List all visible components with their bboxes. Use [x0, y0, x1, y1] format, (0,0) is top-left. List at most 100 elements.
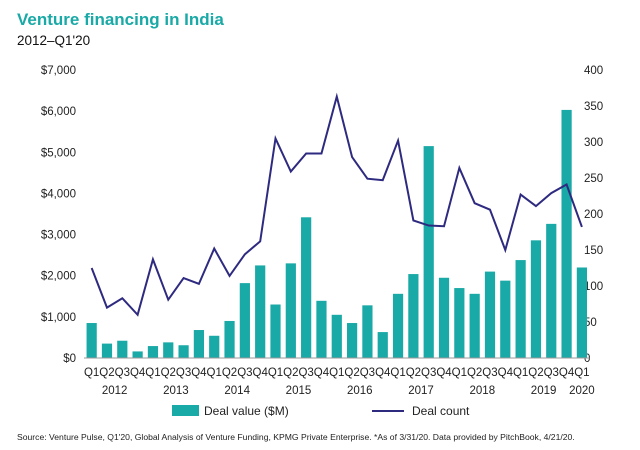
- deal-value-bar: [101, 343, 113, 358]
- left-y-tick-label: $6,000: [41, 106, 76, 118]
- deal-value-bar: [530, 240, 542, 358]
- quarter-tick-label: Q1: [268, 367, 283, 379]
- deal-value-bar: [576, 267, 587, 358]
- quarter-tick-label: Q3: [482, 367, 497, 379]
- deal-value-bar: [270, 304, 281, 358]
- left-y-tick-label: $3,000: [41, 230, 76, 242]
- quarter-tick-label: Q3: [544, 367, 559, 379]
- legend-swatch-deal-value: [172, 405, 199, 416]
- legend: Deal value ($M) Deal count: [172, 404, 470, 418]
- chart-title: Venture financing in India: [17, 10, 224, 29]
- deal-value-bar: [377, 332, 388, 358]
- x-axis-quarter-labels: Q1 Q2 Q3 Q4 Q1 Q2 Q3 Q4 Q1 Q2 Q3 Q4 Q1 Q2 Q3 Q4 Q1 Q2 Q3 Q4…: [84, 367, 590, 379]
- quarter-tick-label: Q1: [452, 367, 467, 379]
- quarter-tick-label: Q1: [390, 367, 405, 379]
- legend-label-deal-count: Deal count: [412, 404, 470, 418]
- deal-count-line: [90, 92, 583, 317]
- quarter-tick-label: Q4: [436, 367, 452, 379]
- right-y-tick-label: 0: [584, 353, 590, 365]
- deal-value-bar: [255, 265, 266, 358]
- quarter-tick-label: Q1: [329, 367, 344, 379]
- quarter-tick-label: Q3: [421, 367, 436, 379]
- left-y-axis: $0 $1,000 $2,000 $3,000 $4,000 $5,000 $6,000 $7…: [41, 65, 76, 365]
- deal-value-bar: [132, 351, 143, 358]
- deal-value-bar: [362, 305, 373, 358]
- right-y-tick-label: 350: [584, 101, 603, 113]
- quarter-tick-label: Q4: [130, 367, 146, 379]
- quarter-tick-label: Q1: [574, 367, 589, 379]
- quarter-tick-label: Q3: [360, 367, 375, 379]
- deal-value-bar: [285, 263, 296, 358]
- deal-value-bar: [117, 340, 128, 358]
- quarter-tick-label: Q2: [406, 367, 421, 379]
- right-y-tick-label: 400: [584, 65, 603, 77]
- left-y-tick-label: $0: [63, 353, 76, 365]
- year-tick-label: 2019: [531, 385, 557, 397]
- quarter-tick-label: Q2: [344, 367, 359, 379]
- deal-value-bar: [178, 345, 189, 358]
- left-y-tick-label: $2,000: [41, 271, 76, 283]
- quarter-tick-label: Q1: [513, 367, 528, 379]
- quarter-tick-label: Q1: [84, 367, 99, 379]
- right-y-axis: 0 50 100 150 200 250 300 350 400: [584, 65, 603, 365]
- right-y-tick-label: 200: [584, 209, 603, 221]
- year-tick-label: 2013: [163, 385, 189, 397]
- legend-label-deal-value: Deal value ($M): [204, 404, 289, 418]
- year-tick-label: 2020: [569, 385, 595, 397]
- deal-value-bar: [392, 293, 404, 358]
- year-tick-label: 2014: [224, 385, 250, 397]
- deal-value-bar: [546, 223, 557, 358]
- deal-value-bar: [454, 288, 465, 358]
- deal-value-bar: [147, 346, 159, 358]
- quarter-tick-label: Q1: [145, 367, 160, 379]
- x-axis-year-labels: 2012 2013 2014 2015 2016 2017 2018 2019 2020: [102, 385, 595, 397]
- source-note: Source: Venture Pulse, Q1'20, Global Ana…: [17, 432, 575, 442]
- right-y-tick-label: 100: [584, 281, 603, 293]
- left-y-tick-label: $4,000: [41, 188, 76, 200]
- right-y-tick-label: 250: [584, 173, 603, 185]
- deal-value-bars: [86, 109, 587, 358]
- right-y-tick-label: 50: [584, 317, 597, 329]
- deal-value-bar: [239, 283, 250, 358]
- deal-value-bar: [86, 323, 97, 358]
- quarter-tick-label: Q1: [207, 367, 222, 379]
- deal-value-bar: [224, 320, 235, 358]
- deal-value-bar: [316, 300, 327, 358]
- quarter-tick-label: Q4: [375, 367, 391, 379]
- quarter-tick-label: Q2: [467, 367, 482, 379]
- deal-value-bar: [163, 342, 174, 358]
- quarter-tick-label: Q3: [115, 367, 130, 379]
- year-tick-label: 2015: [286, 385, 312, 397]
- quarter-tick-label: Q4: [253, 367, 269, 379]
- deal-value-bar: [209, 335, 220, 358]
- deal-value-bar: [193, 330, 204, 358]
- quarter-tick-label: Q4: [191, 367, 207, 379]
- year-tick-label: 2017: [408, 385, 434, 397]
- quarter-tick-label: Q2: [283, 367, 298, 379]
- year-tick-label: 2018: [470, 385, 496, 397]
- quarter-tick-label: Q3: [237, 367, 252, 379]
- quarter-tick-label: Q2: [99, 367, 114, 379]
- deal-value-bar: [331, 314, 342, 358]
- deal-value-bar: [408, 274, 419, 358]
- year-tick-label: 2012: [102, 385, 128, 397]
- deal-value-bar: [484, 271, 496, 358]
- left-y-tick-label: $5,000: [41, 147, 76, 159]
- left-y-tick-label: $1,000: [41, 312, 76, 324]
- right-y-tick-label: 300: [584, 137, 603, 149]
- deal-value-bar: [515, 260, 526, 358]
- deal-value-bar: [469, 293, 480, 358]
- deal-value-bar: [561, 109, 572, 358]
- year-tick-label: 2016: [347, 385, 373, 397]
- deal-value-bar: [500, 280, 511, 358]
- chart-subtitle: 2012–Q1'20: [17, 33, 91, 48]
- deal-value-bar: [423, 146, 434, 358]
- quarter-tick-label: Q3: [298, 367, 313, 379]
- deal-value-bar: [347, 323, 358, 358]
- quarter-tick-label: Q3: [176, 367, 191, 379]
- right-y-tick-label: 150: [584, 245, 603, 257]
- quarter-tick-label: Q4: [498, 367, 514, 379]
- left-y-tick-label: $7,000: [41, 65, 76, 77]
- quarter-tick-label: Q2: [222, 367, 237, 379]
